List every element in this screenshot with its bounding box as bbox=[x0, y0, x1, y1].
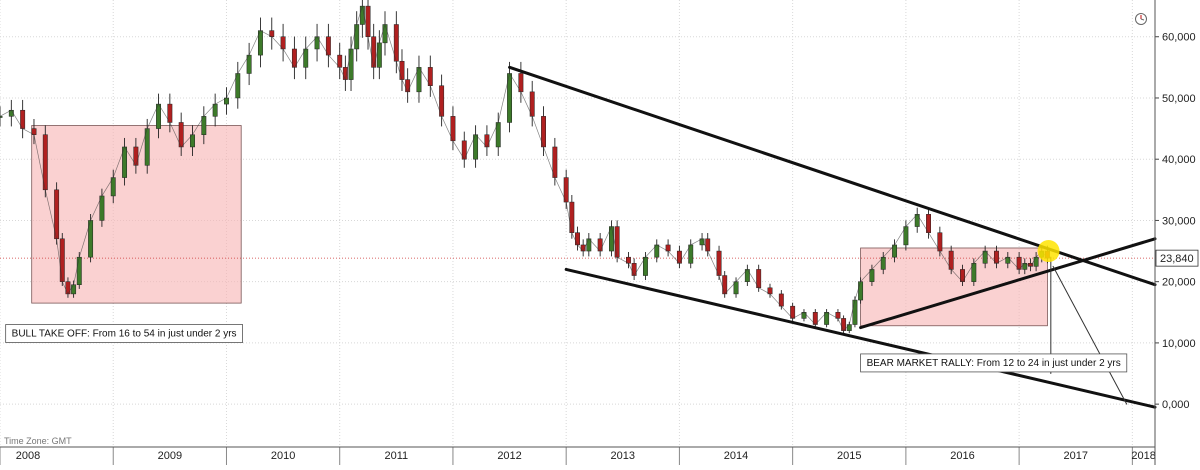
x-tick-label: 2017 bbox=[1063, 450, 1087, 462]
candle-body bbox=[1033, 256, 1039, 267]
candle-body bbox=[348, 48, 354, 80]
candle-body bbox=[405, 79, 411, 93]
x-tick-label: 2013 bbox=[611, 450, 635, 462]
candle-body bbox=[59, 238, 65, 282]
candle-body bbox=[399, 60, 405, 80]
x-tick-label: 2015 bbox=[837, 450, 861, 462]
candle-body bbox=[575, 232, 580, 246]
timezone-label: Time Zone: GMT bbox=[4, 436, 72, 446]
annotation-box bbox=[5, 324, 243, 343]
annotation-text: BEAR MARKET RALLY: From 12 to 24 in just… bbox=[867, 358, 1121, 369]
projection bbox=[1052, 265, 1128, 405]
candle-body bbox=[846, 324, 852, 331]
x-tick-label: 2018 bbox=[1131, 450, 1155, 462]
x-tick-label: 2009 bbox=[158, 450, 182, 462]
y-tick-label: 40,000 bbox=[1162, 154, 1196, 166]
x-tick-label: 2008 bbox=[16, 450, 40, 462]
bear-box bbox=[860, 247, 1048, 327]
annotation-box bbox=[860, 353, 1128, 373]
candle-body bbox=[371, 36, 377, 68]
price-line bbox=[0, 5, 1048, 332]
lower-channel bbox=[564, 267, 1157, 409]
candle-body bbox=[342, 67, 348, 80]
x-tick-label: 2011 bbox=[384, 450, 408, 462]
candle-body bbox=[858, 281, 864, 301]
rally-trend bbox=[859, 237, 1157, 330]
annotation-callout: BEAR MARKET RALLY: From 12 to 24 in just… bbox=[860, 353, 1128, 373]
candle-body bbox=[365, 5, 371, 37]
candle-body bbox=[354, 24, 360, 50]
candle-body bbox=[65, 281, 71, 295]
last-price-box bbox=[1155, 249, 1199, 267]
y-tick-label: 60,000 bbox=[1162, 32, 1196, 44]
annotation-text: BULL TAKE OFF: From 16 to 54 in just und… bbox=[12, 329, 237, 340]
x-tick-label: 2010 bbox=[271, 450, 295, 462]
candle-body bbox=[852, 299, 858, 325]
overlay-group: BULL TAKE OFF: From 16 to 54 in just und… bbox=[5, 240, 1199, 373]
x-tick-label: 2012 bbox=[497, 450, 521, 462]
candle-body bbox=[631, 263, 637, 276]
candle-body bbox=[722, 275, 728, 295]
y-tick-label: 50,000 bbox=[1162, 93, 1196, 105]
x-tick-label: 2016 bbox=[950, 450, 974, 462]
candle-body bbox=[705, 238, 711, 252]
annotation-callout: BULL TAKE OFF: From 16 to 54 in just und… bbox=[5, 324, 243, 343]
candle-body bbox=[569, 201, 575, 233]
price-series-group bbox=[0, 0, 1155, 334]
chart-settings-icon[interactable] bbox=[1135, 13, 1147, 25]
candle-body bbox=[76, 256, 82, 285]
y-tick-label: 0,000 bbox=[1162, 399, 1190, 411]
candle-body bbox=[71, 284, 77, 295]
y-tick-label: 10,000 bbox=[1162, 338, 1196, 350]
y-tick-label: 30,000 bbox=[1162, 215, 1196, 227]
last-price-label: 23,840 bbox=[1160, 253, 1194, 265]
candle-body bbox=[0, 116, 3, 118]
y-tick-label: 20,000 bbox=[1162, 277, 1196, 289]
candle-body bbox=[382, 24, 388, 44]
candle-body bbox=[376, 42, 382, 68]
candle-body bbox=[614, 226, 620, 258]
highlight-marker bbox=[1037, 240, 1060, 263]
x-tick-label: 2014 bbox=[724, 450, 748, 462]
